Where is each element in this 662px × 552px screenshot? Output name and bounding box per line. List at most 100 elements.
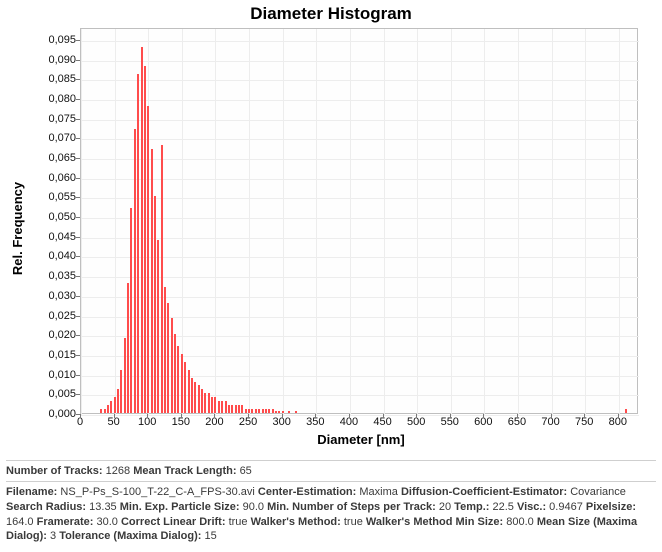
- histogram-bar: [221, 401, 223, 413]
- param-kv: Min. Number of Steps per Track: 20: [267, 501, 451, 513]
- histogram-bar: [144, 66, 146, 413]
- mean-track-length-label: Mean Track Length:: [133, 465, 236, 477]
- y-tick-label: 0,075: [36, 113, 76, 125]
- x-axis-title: Diameter [nm]: [0, 432, 662, 447]
- x-tick-mark: [349, 414, 350, 418]
- histogram-bar: [141, 47, 143, 413]
- histogram-bar: [167, 303, 169, 413]
- histogram-bar: [134, 129, 136, 413]
- gridline-v: [518, 29, 519, 415]
- param-key: Min. Exp. Particle Size:: [120, 501, 240, 513]
- param-kv: Center-Estimation: Maxima: [258, 486, 398, 498]
- stats-row: Number of Tracks: 1268 Mean Track Length…: [6, 460, 656, 481]
- y-tick-mark: [76, 79, 80, 80]
- x-tick-mark: [584, 414, 585, 418]
- histogram-bar: [272, 409, 274, 413]
- gridline-h: [81, 139, 639, 140]
- y-tick-label: 0,080: [36, 93, 76, 105]
- histogram-bar: [110, 401, 112, 413]
- histogram-bar: [248, 409, 250, 413]
- histogram-bar: [104, 409, 106, 413]
- y-tick-label: 0,045: [36, 231, 76, 243]
- y-tick-label: 0,090: [36, 54, 76, 66]
- gridline-v: [215, 29, 216, 415]
- num-tracks-label: Number of Tracks:: [6, 465, 103, 477]
- param-kv: Walker's Method: true: [251, 516, 363, 528]
- histogram-bar: [124, 338, 126, 413]
- param-value: true: [341, 516, 363, 528]
- num-tracks-value: 1268: [106, 465, 130, 477]
- gridline-v: [552, 29, 553, 415]
- gridline-h: [81, 61, 639, 62]
- param-key: Min. Number of Steps per Track:: [267, 501, 436, 513]
- y-axis-title: Rel. Frequency: [8, 0, 28, 456]
- x-tick-mark: [181, 414, 182, 418]
- histogram-bar: [231, 405, 233, 413]
- param-key: Tolerance (Maxima Dialog):: [59, 530, 201, 542]
- y-tick-label: 0,015: [36, 349, 76, 361]
- histogram-bar: [100, 409, 102, 413]
- x-tick-mark: [450, 414, 451, 418]
- param-key: Filename:: [6, 486, 57, 498]
- y-tick-label: 0,025: [36, 310, 76, 322]
- y-tick-mark: [76, 40, 80, 41]
- histogram-bar: [157, 240, 159, 413]
- gridline-h: [81, 41, 639, 42]
- param-key: Search Radius:: [6, 501, 86, 513]
- y-tick-label: 0,040: [36, 250, 76, 262]
- param-value: 164.0: [6, 516, 34, 528]
- param-kv: Tolerance (Maxima Dialog): 15: [59, 530, 217, 542]
- histogram-bar: [184, 362, 186, 413]
- gridline-v: [81, 29, 82, 415]
- param-key: Pixelsize:: [586, 501, 636, 513]
- param-key: Center-Estimation:: [258, 486, 356, 498]
- param-value: 0.9467: [546, 501, 583, 513]
- param-value: Covariance: [567, 486, 626, 498]
- y-tick-mark: [76, 256, 80, 257]
- x-tick-mark: [551, 414, 552, 418]
- histogram-bar: [137, 74, 139, 413]
- y-tick-label: 0,035: [36, 270, 76, 282]
- param-value: NS_P-Ps_S-100_T-22_C-A_FPS-30.avi: [57, 486, 254, 498]
- y-tick-label: 0,055: [36, 191, 76, 203]
- param-value: 3: [47, 530, 56, 542]
- histogram-bar: [278, 411, 280, 413]
- y-tick-mark: [76, 316, 80, 317]
- histogram-bar: [164, 287, 166, 413]
- x-tick-mark: [147, 414, 148, 418]
- histogram-bar: [208, 393, 210, 413]
- y-tick-label: 0,060: [36, 172, 76, 184]
- histogram-bar: [194, 382, 196, 414]
- y-tick-mark: [76, 60, 80, 61]
- x-tick-mark: [214, 414, 215, 418]
- param-key: Walker's Method Min Size:: [366, 516, 503, 528]
- param-value: 13.35: [86, 501, 117, 513]
- histogram-bar: [245, 409, 247, 413]
- gridline-h: [81, 100, 639, 101]
- y-tick-label: 0,050: [36, 211, 76, 223]
- y-tick-mark: [76, 99, 80, 100]
- histogram-bar: [117, 389, 119, 413]
- param-value: Maxima: [356, 486, 398, 498]
- histogram-bar: [147, 106, 149, 413]
- param-kv: Diffusion-Coefficient-Estimator: Covaria…: [401, 486, 626, 498]
- x-tick-mark: [517, 414, 518, 418]
- histogram-bar: [265, 409, 267, 413]
- x-tick-mark: [383, 414, 384, 418]
- gridline-v: [384, 29, 385, 415]
- gridline-h: [81, 120, 639, 121]
- param-value: 20: [436, 501, 451, 513]
- gridline-v: [585, 29, 586, 415]
- histogram-bar: [191, 378, 193, 413]
- y-tick-mark: [76, 276, 80, 277]
- param-key: Temp.:: [454, 501, 489, 513]
- y-tick-label: 0,065: [36, 152, 76, 164]
- histogram-bar: [295, 411, 297, 413]
- histogram-bar: [225, 401, 227, 413]
- gridline-v: [451, 29, 452, 415]
- y-tick-label: 0,095: [36, 34, 76, 46]
- chart-region: Diameter Histogram Rel. Frequency Diamet…: [0, 0, 662, 456]
- gridline-v: [350, 29, 351, 415]
- param-key: Diffusion-Coefficient-Estimator:: [401, 486, 567, 498]
- param-key: Visc.:: [517, 501, 546, 513]
